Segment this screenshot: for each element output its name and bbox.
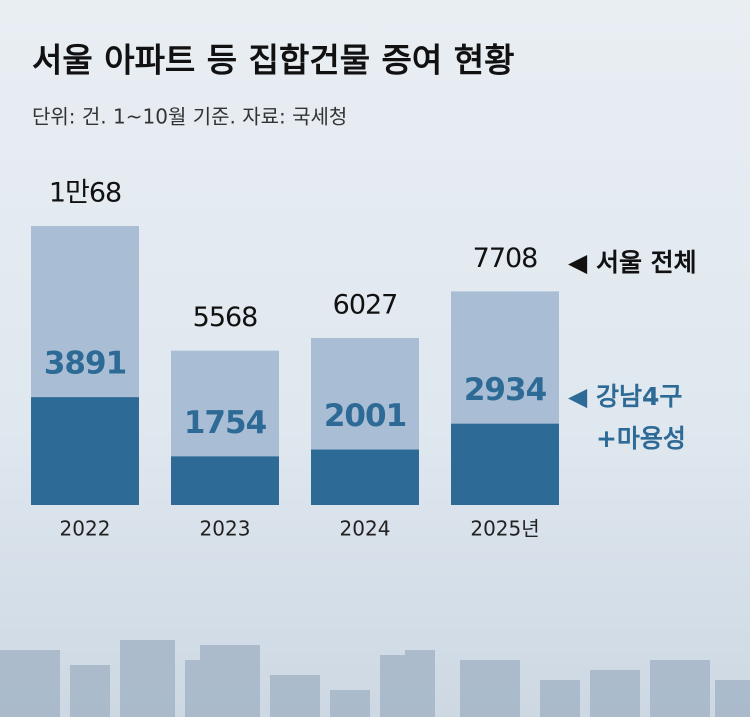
bar — [31, 397, 139, 505]
legend-label: 강남4구 +마용성 — [595, 382, 686, 453]
value-label: 6027 — [333, 289, 398, 320]
value-label: 2001 — [324, 398, 406, 434]
legend-label: 서울 전체 — [595, 248, 697, 277]
chart-title: 서울 아파트 등 집합건물 증여 현황 — [32, 41, 514, 80]
value-label: 7708 — [473, 243, 538, 274]
skyline — [0, 640, 750, 717]
legend-entry: ◀ 강남4구 +마용성 — [568, 376, 698, 460]
x-tick-label: 2025년 — [470, 517, 539, 541]
value-label: 5568 — [193, 302, 258, 333]
value-label: 2934 — [464, 372, 547, 408]
legend-entry: ◀ 서울 전체 — [568, 242, 697, 284]
value-label: 3891 — [44, 346, 126, 382]
legend-marker: ◀ — [568, 382, 596, 411]
bar — [171, 456, 279, 505]
x-tick-label: 2022 — [60, 517, 111, 541]
chart-subtitle: 단위: 건. 1~10월 기준. 자료: 국세청 — [32, 105, 347, 129]
value-label: 1만68 — [49, 178, 121, 209]
bar — [451, 423, 559, 505]
bar — [311, 449, 419, 505]
x-tick-label: 2023 — [200, 517, 251, 541]
legend-marker: ◀ — [568, 248, 596, 277]
x-tick-label: 2024 — [340, 517, 391, 541]
value-label: 1754 — [184, 405, 267, 441]
